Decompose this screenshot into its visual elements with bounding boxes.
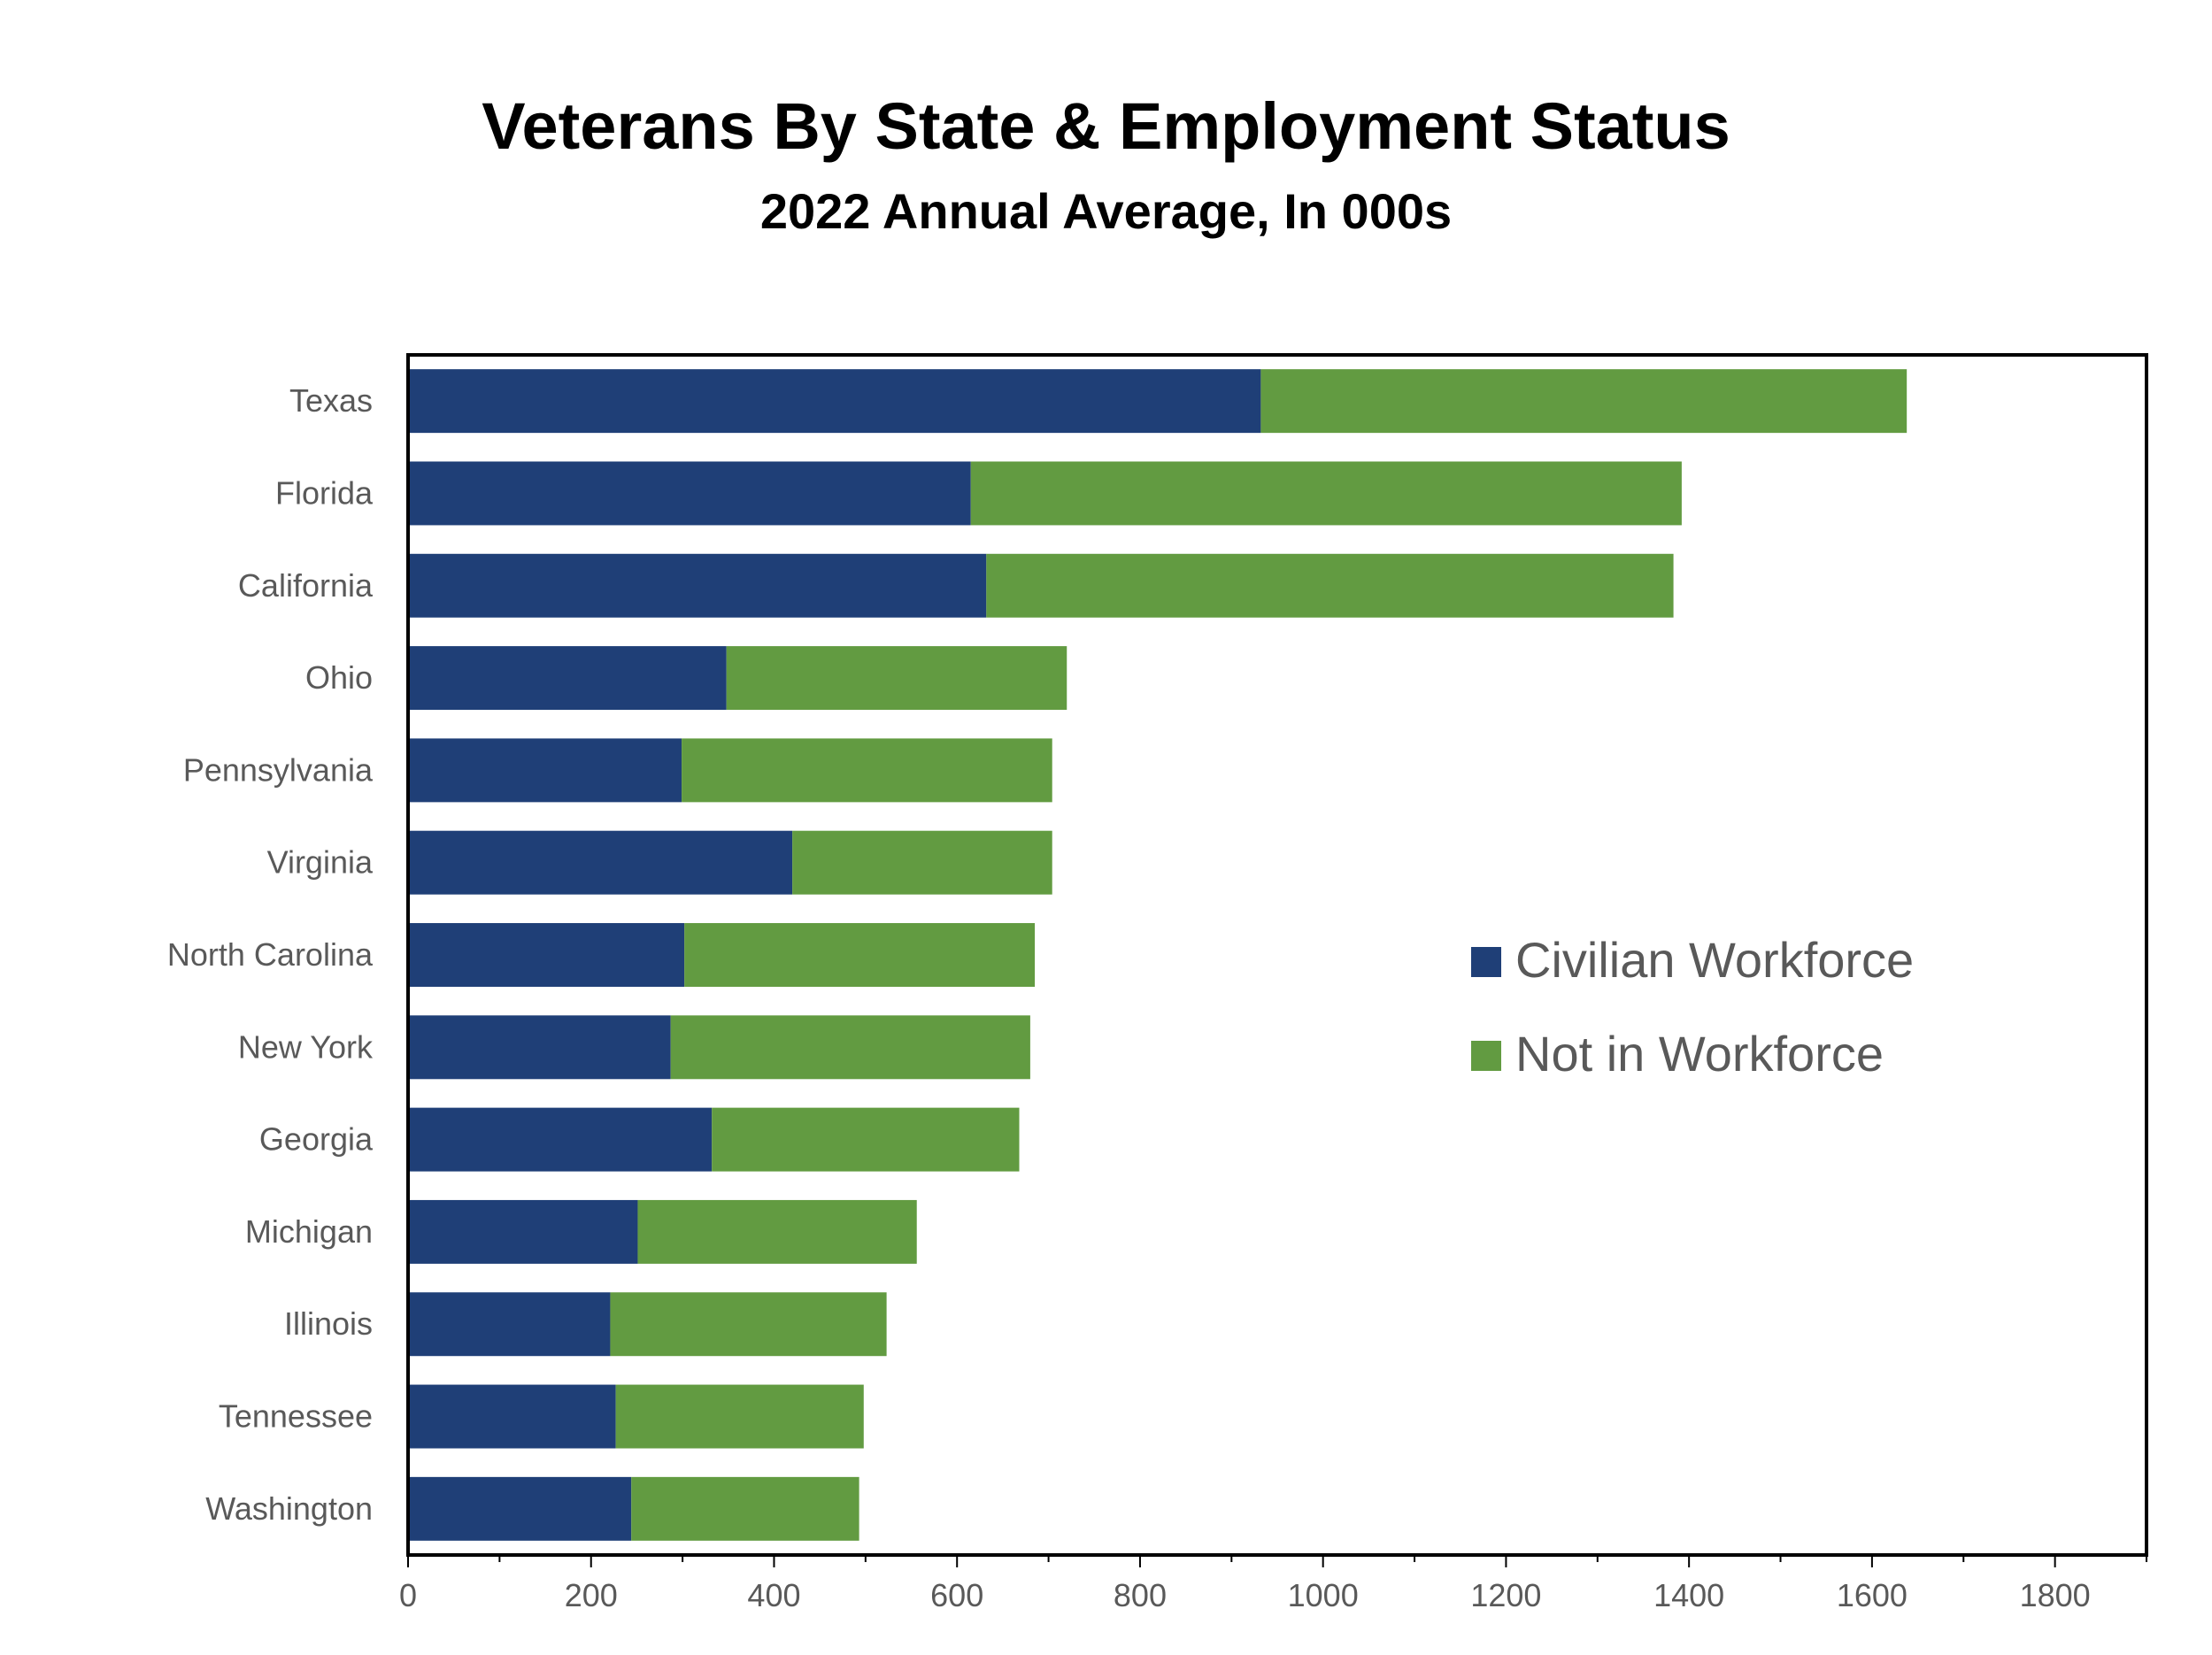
bar-north-carolina-civilian <box>408 923 685 987</box>
bar-washington-not-in-workforce <box>631 1476 859 1541</box>
bar-texas-civilian <box>408 369 1261 434</box>
bar-california-not-in-workforce <box>986 553 1674 618</box>
x-tick-label: 1000 <box>1288 1577 1359 1613</box>
bar-california-civilian <box>408 553 987 618</box>
x-tick-label: 1800 <box>2020 1577 2091 1613</box>
x-tick-label: 1400 <box>1653 1577 1724 1613</box>
x-tick-label: 0 <box>399 1577 417 1613</box>
chart-title: Veterans By State & Employment Status <box>482 89 1730 163</box>
bar-virginia-civilian <box>408 830 793 895</box>
category-labels: Texas Florida California Ohio Pennsylvania Vi… <box>167 382 374 1527</box>
legend-label: Civilian Workforce <box>1515 932 1914 988</box>
bar-washington-civilian <box>408 1476 632 1541</box>
bar-michigan-civilian <box>408 1199 638 1264</box>
bar-georgia-not-in-workforce <box>712 1107 1020 1172</box>
category-label: Pennsylvania <box>183 751 374 788</box>
category-label: Florida <box>275 474 374 511</box>
x-tick-label: 600 <box>930 1577 983 1613</box>
legend-swatch <box>1471 947 1501 977</box>
category-label: North Carolina <box>167 936 374 973</box>
bar-ohio-not-in-workforce <box>726 646 1067 711</box>
bar-virginia-not-in-workforce <box>792 830 1052 895</box>
category-label: Texas <box>289 382 373 419</box>
category-label: California <box>238 567 374 604</box>
legend-swatch <box>1471 1041 1501 1071</box>
x-tick-label: 400 <box>747 1577 800 1613</box>
bar-new-york-not-in-workforce <box>670 1015 1030 1080</box>
x-tick-label: 1600 <box>1837 1577 1908 1613</box>
bar-michigan-not-in-workforce <box>637 1199 917 1264</box>
plot-area-border <box>406 353 2148 1557</box>
category-label: Washington <box>205 1490 373 1527</box>
x-tick-label: 1200 <box>1470 1577 1541 1613</box>
legend-label: Not in Workforce <box>1515 1026 1884 1082</box>
bar-illinois-civilian <box>408 1292 611 1357</box>
bars-group <box>408 369 1908 1541</box>
bar-texas-not-in-workforce <box>1260 369 1908 434</box>
bar-tennessee-civilian <box>408 1384 616 1449</box>
bar-pennsylvania-not-in-workforce <box>682 738 1052 803</box>
category-label: Virginia <box>267 844 374 881</box>
bar-georgia-civilian <box>408 1107 713 1172</box>
bar-new-york-civilian <box>408 1015 671 1080</box>
x-tick-label: 800 <box>1114 1577 1167 1613</box>
chart-subtitle: 2022 Annual Average, In 000s <box>759 183 1453 239</box>
x-axis: 0 200 400 600 800 1000 1200 1400 1600 1800 <box>399 1553 2147 1613</box>
category-label: Michigan <box>245 1213 373 1250</box>
x-tick-label: 200 <box>565 1577 618 1613</box>
legend: Civilian Workforce Not in Workforce <box>1471 932 1914 1082</box>
bar-north-carolina-not-in-workforce <box>684 923 1036 987</box>
bar-tennessee-not-in-workforce <box>615 1384 864 1449</box>
bar-pennsylvania-civilian <box>408 738 682 803</box>
category-label: Georgia <box>259 1121 374 1158</box>
category-label: New York <box>238 1028 374 1065</box>
category-label: Illinois <box>284 1305 373 1342</box>
bar-ohio-civilian <box>408 646 727 711</box>
category-label: Tennessee <box>219 1398 373 1435</box>
bar-florida-not-in-workforce <box>970 461 1682 526</box>
category-label: Ohio <box>305 659 373 696</box>
bar-florida-civilian <box>408 461 971 526</box>
bar-illinois-not-in-workforce <box>610 1292 887 1357</box>
